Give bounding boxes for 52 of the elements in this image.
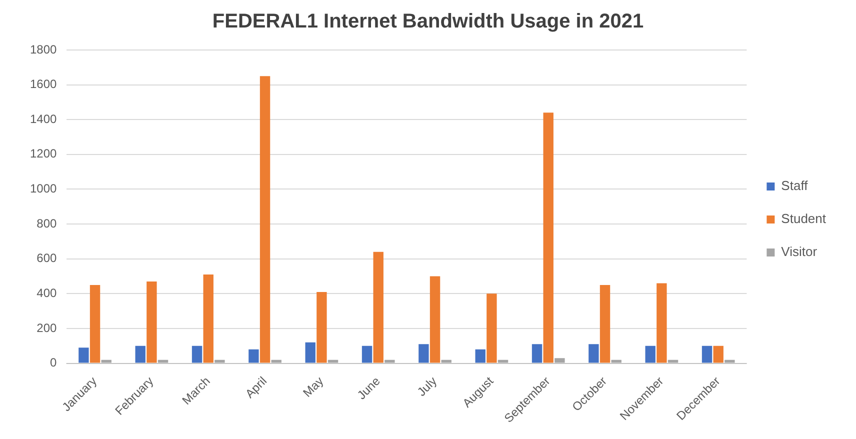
legend-label: Student [781, 211, 826, 226]
bar [418, 344, 429, 363]
y-tick-label: 1600 [30, 77, 58, 92]
bar [656, 283, 667, 363]
bar [271, 360, 282, 363]
y-tick-label: 1800 [30, 42, 58, 56]
bar [328, 360, 338, 363]
bar [441, 360, 452, 363]
legend-label: Staff [781, 178, 808, 194]
bar [90, 284, 100, 363]
y-tick-label: 400 [36, 286, 58, 300]
bar [611, 360, 622, 363]
bar [554, 358, 565, 363]
y-tick-label: 200 [36, 320, 58, 335]
bar [475, 349, 486, 363]
y-tick-label: 800 [36, 216, 58, 230]
bar [430, 276, 440, 363]
y-tick-label: 1400 [30, 112, 58, 126]
bar [214, 360, 225, 363]
bar [305, 342, 316, 363]
bar [203, 274, 214, 363]
bar [78, 348, 89, 363]
bar [384, 360, 395, 363]
bar [532, 344, 542, 363]
bar [260, 76, 270, 363]
bar [486, 294, 497, 363]
bar [192, 346, 202, 363]
bar [724, 360, 735, 363]
chart-title: FEDERAL1 Internet Bandwidth Usage in 2021 [212, 10, 644, 33]
y-tick-label: 1000 [30, 182, 58, 196]
bar [645, 346, 656, 363]
bar [135, 346, 146, 363]
bar [362, 346, 372, 363]
bar [146, 282, 157, 363]
bar [101, 360, 112, 363]
bar [702, 346, 712, 363]
bar [668, 360, 678, 363]
y-tick-label: 1200 [30, 146, 58, 161]
bar [543, 112, 554, 363]
bar [158, 360, 168, 363]
bar [588, 344, 599, 363]
y-tick-label: 600 [36, 251, 58, 266]
bar [600, 284, 610, 363]
legend-label: Visitor [781, 244, 818, 260]
y-tick-label: 0 [50, 356, 58, 370]
bar [713, 346, 724, 363]
x-tick-label: July [414, 374, 440, 399]
bar [498, 360, 508, 363]
bar [316, 292, 327, 363]
bar [248, 349, 259, 363]
bar [373, 252, 384, 363]
x-tick-label: May [300, 374, 326, 400]
